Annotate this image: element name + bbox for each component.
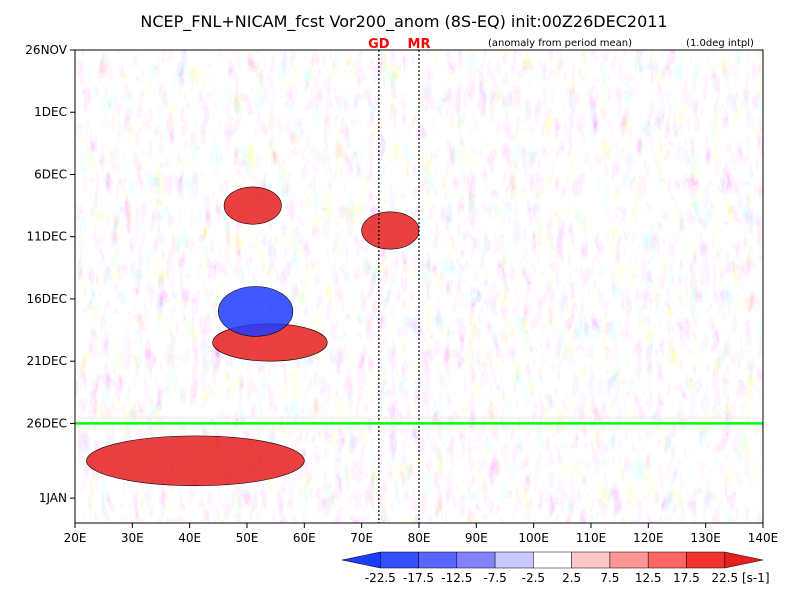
reference-labels: GD MR [368,37,430,52]
y-axis: 26NOV 1DEC 6DEC 11DEC 16DEC 21DEC 26DEC 1JAN [25,43,75,505]
colorbar-level-label: -12.5 [441,571,472,585]
colorbar-swatch [456,551,496,569]
y-tick-label: 1DEC [34,105,67,119]
y-tick-label: 26DEC [27,416,67,430]
anomaly-feature-positive [223,186,282,225]
chart-title: NCEP_FNL+NICAM_fcst Vor200_anom (8S-EQ) … [140,12,667,32]
x-tick-label: 50E [236,531,259,545]
colorbar-level-label: -2.5 [522,571,545,585]
colorbar-swatch [647,551,687,569]
anomaly-feature-positive [86,435,305,486]
colorbar-swatch [494,551,534,569]
x-tick-label: 130E [690,531,721,545]
colorbar-swatch [380,551,419,569]
reference-label-gd: GD [368,37,390,52]
colorbar-level-label: 17.5 [673,571,700,585]
colorbar-level-label: -22.5 [365,571,396,585]
x-axis: 20E 30E 40E 50E 60E 70E 80E 90E 100E 110E 120E 130E… [64,523,779,545]
colorbar-swatch [609,551,649,569]
reference-label-mr: MR [408,37,431,52]
y-tick-label: 26NOV [25,43,67,57]
y-tick-label: 1JAN [39,491,67,505]
colorbar-swatch [724,551,764,569]
colorbar-level-label: -17.5 [403,571,434,585]
y-tick-label: 6DEC [34,167,67,181]
colorbar-swatch [571,551,611,569]
plot-area [75,50,763,523]
colorbar-swatch [418,551,458,569]
x-tick-label: 80E [408,531,431,545]
anomaly-feature-positive [361,211,420,250]
x-tick-label: 30E [121,531,144,545]
anomaly-features [86,186,420,486]
x-tick-label: 90E [465,531,488,545]
y-tick-label: 11DEC [27,230,67,244]
colorbar-level-label: 22.5 [711,571,738,585]
colorbar-unit: [s-1] [742,571,770,585]
x-tick-label: 100E [518,531,549,545]
colorbar-level-label: 2.5 [562,571,581,585]
anomaly-feature-negative [218,286,294,337]
x-tick-label: 20E [64,531,87,545]
colorbar-level-label: 7.5 [600,571,619,585]
x-tick-label: 140E [748,531,779,545]
colorbar-level-label: 12.5 [635,571,662,585]
colorbar: -22.5 -17.5 -12.5 -7.5 -2.5 2.5 7.5 12.5 17.5 22.… [341,551,770,585]
x-tick-label: 120E [633,531,664,545]
colorbar-swatch [533,551,572,569]
colorbar-swatch [341,551,381,569]
x-tick-label: 70E [350,531,373,545]
x-tick-label: 40E [178,531,201,545]
y-tick-label: 21DEC [27,354,67,368]
chart-subtitle-right: (1.0deg intpl) [686,38,754,49]
colorbar-level-label: -7.5 [483,571,506,585]
chart-subtitle-left: (anomaly from period mean) [488,38,632,49]
x-tick-label: 60E [293,531,316,545]
x-tick-label: 110E [576,531,607,545]
y-tick-label: 16DEC [27,292,67,306]
colorbar-swatch [686,551,725,569]
reference-lines [75,50,763,523]
